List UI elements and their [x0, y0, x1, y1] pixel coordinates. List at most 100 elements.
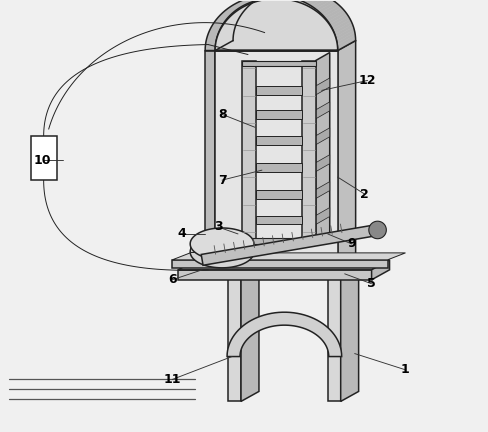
Polygon shape	[201, 225, 378, 265]
Polygon shape	[241, 0, 261, 8]
Polygon shape	[255, 110, 301, 119]
Polygon shape	[258, 0, 279, 1]
Polygon shape	[172, 253, 405, 260]
Bar	[31, 136, 57, 180]
Polygon shape	[319, 3, 339, 16]
Polygon shape	[233, 2, 253, 13]
Polygon shape	[315, 78, 329, 95]
Polygon shape	[220, 17, 240, 29]
Polygon shape	[314, 0, 334, 12]
Polygon shape	[340, 267, 358, 401]
Polygon shape	[336, 30, 354, 42]
Polygon shape	[325, 10, 345, 22]
Polygon shape	[190, 236, 253, 268]
Polygon shape	[225, 10, 244, 22]
Text: 8: 8	[217, 108, 226, 121]
Text: 6: 6	[167, 273, 176, 286]
Polygon shape	[327, 277, 340, 401]
Polygon shape	[231, 3, 251, 16]
Polygon shape	[255, 163, 301, 172]
Polygon shape	[337, 35, 355, 48]
Polygon shape	[297, 0, 318, 3]
Polygon shape	[330, 17, 349, 29]
Polygon shape	[315, 155, 329, 172]
Polygon shape	[241, 267, 259, 401]
Polygon shape	[293, 0, 314, 2]
Polygon shape	[190, 228, 253, 260]
Polygon shape	[315, 102, 329, 119]
Text: 2: 2	[360, 187, 368, 200]
Polygon shape	[255, 136, 301, 145]
Polygon shape	[255, 190, 301, 199]
Polygon shape	[246, 0, 267, 5]
Polygon shape	[336, 32, 355, 45]
Polygon shape	[300, 0, 321, 4]
Polygon shape	[311, 0, 331, 10]
Polygon shape	[333, 22, 352, 34]
Polygon shape	[178, 260, 389, 270]
Polygon shape	[321, 6, 341, 17]
Polygon shape	[223, 12, 243, 24]
Polygon shape	[331, 19, 351, 32]
Polygon shape	[316, 2, 336, 13]
Polygon shape	[204, 51, 215, 264]
Polygon shape	[236, 0, 256, 12]
Text: 10: 10	[34, 154, 51, 167]
Polygon shape	[255, 216, 301, 225]
Polygon shape	[227, 7, 246, 19]
Polygon shape	[172, 260, 387, 268]
Polygon shape	[290, 0, 311, 1]
Polygon shape	[315, 207, 329, 225]
Polygon shape	[315, 128, 329, 145]
Polygon shape	[308, 0, 329, 8]
Polygon shape	[337, 38, 355, 51]
Polygon shape	[216, 27, 235, 40]
Polygon shape	[215, 30, 234, 42]
Polygon shape	[218, 22, 237, 34]
Text: 11: 11	[163, 373, 181, 386]
Text: 3: 3	[213, 220, 222, 233]
Text: 7: 7	[217, 174, 226, 187]
Polygon shape	[227, 277, 241, 401]
Polygon shape	[303, 0, 324, 5]
Polygon shape	[215, 51, 337, 264]
Polygon shape	[178, 270, 371, 280]
Polygon shape	[328, 14, 348, 27]
Polygon shape	[368, 221, 386, 239]
Polygon shape	[305, 0, 326, 6]
Polygon shape	[219, 19, 238, 32]
Polygon shape	[252, 0, 273, 3]
Polygon shape	[242, 60, 255, 244]
Polygon shape	[244, 0, 264, 6]
Polygon shape	[238, 0, 259, 10]
Polygon shape	[323, 7, 343, 19]
Text: 12: 12	[358, 74, 376, 87]
Polygon shape	[255, 86, 301, 95]
Text: 9: 9	[346, 238, 355, 251]
Polygon shape	[315, 53, 329, 244]
Polygon shape	[334, 24, 353, 37]
Text: 4: 4	[178, 227, 186, 241]
Polygon shape	[315, 181, 329, 199]
Polygon shape	[215, 38, 233, 51]
Polygon shape	[226, 312, 341, 356]
Polygon shape	[217, 24, 236, 37]
Polygon shape	[242, 60, 315, 67]
Polygon shape	[215, 32, 233, 45]
Polygon shape	[249, 0, 270, 4]
Polygon shape	[190, 244, 253, 252]
Polygon shape	[335, 27, 353, 40]
Polygon shape	[222, 14, 241, 27]
Polygon shape	[301, 60, 315, 244]
Text: 5: 5	[366, 277, 375, 290]
Polygon shape	[215, 0, 337, 51]
Polygon shape	[215, 35, 233, 48]
Polygon shape	[255, 0, 276, 2]
Polygon shape	[204, 0, 337, 51]
Polygon shape	[371, 260, 389, 280]
Polygon shape	[229, 6, 249, 17]
Polygon shape	[242, 238, 315, 244]
Polygon shape	[327, 12, 346, 24]
Polygon shape	[337, 41, 355, 264]
Text: 1: 1	[399, 363, 408, 376]
